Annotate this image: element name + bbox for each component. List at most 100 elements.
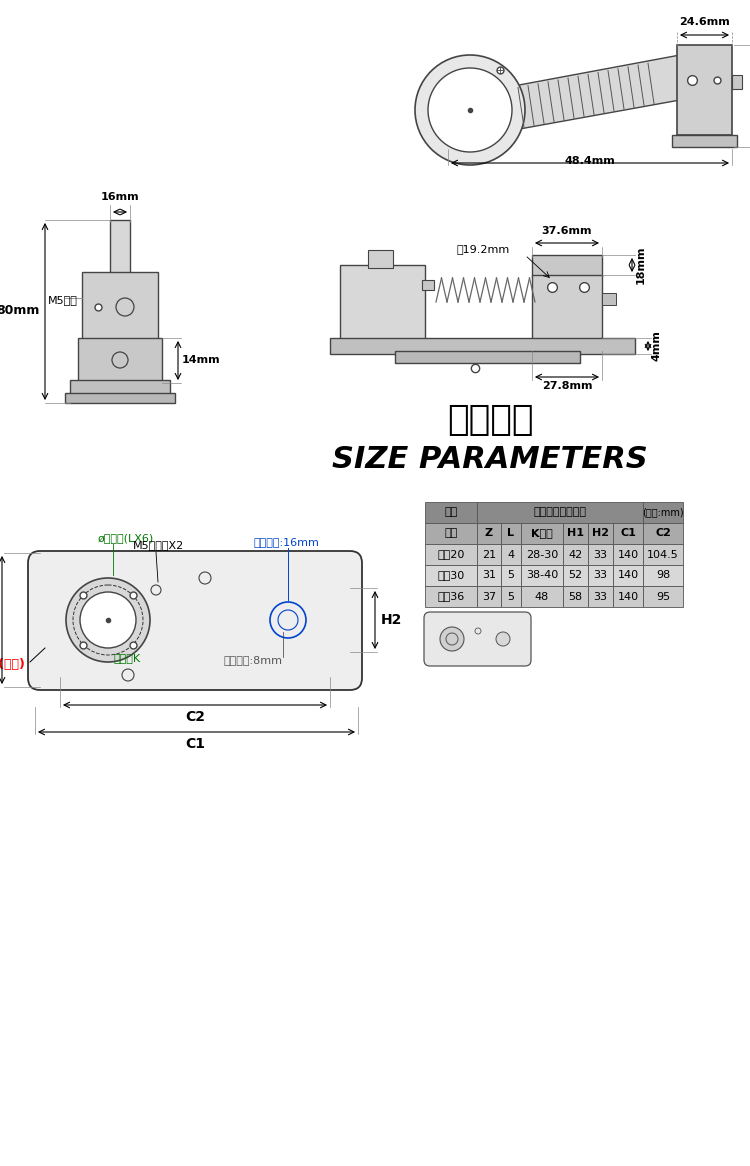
Polygon shape	[503, 55, 680, 132]
Text: 24.6mm: 24.6mm	[680, 17, 730, 27]
Text: Z(止口): Z(止口)	[0, 659, 25, 672]
Text: 33: 33	[593, 591, 608, 602]
Bar	[521, 566, 563, 586]
Bar	[501, 524, 521, 545]
Bar	[501, 586, 521, 607]
Bar	[422, 280, 434, 290]
Text: 140: 140	[617, 591, 638, 602]
Bar	[588, 586, 613, 607]
Text: 编码器固定片参数: 编码器固定片参数	[533, 507, 586, 518]
Text: 4: 4	[508, 549, 515, 560]
FancyBboxPatch shape	[424, 612, 531, 666]
Bar	[602, 293, 616, 305]
Circle shape	[80, 592, 136, 648]
Bar	[477, 545, 501, 566]
Text: Z: Z	[485, 528, 493, 539]
Bar	[613, 524, 643, 545]
Bar	[330, 338, 635, 354]
Bar	[477, 586, 501, 607]
Bar	[643, 503, 683, 524]
Bar	[425, 566, 477, 586]
Bar	[501, 566, 521, 586]
Text: 28-30: 28-30	[526, 549, 558, 560]
Bar	[70, 380, 170, 396]
Text: 27.8mm: 27.8mm	[542, 381, 592, 391]
Text: C2: C2	[185, 710, 205, 724]
Text: SIZE PARAMETERS: SIZE PARAMETERS	[332, 445, 648, 475]
Bar	[643, 566, 683, 586]
Text: 轴承内孔:8mm: 轴承内孔:8mm	[223, 655, 282, 665]
Text: 140: 140	[617, 570, 638, 581]
Text: 16mm: 16mm	[100, 192, 140, 202]
Bar	[78, 338, 162, 382]
Bar	[563, 524, 588, 545]
Bar	[732, 75, 742, 89]
Bar	[643, 524, 683, 545]
Text: H2: H2	[381, 613, 402, 627]
Text: 58: 58	[568, 591, 583, 602]
Bar	[395, 351, 580, 363]
Bar	[643, 586, 683, 607]
Text: 21: 21	[482, 549, 496, 560]
Bar	[532, 275, 602, 340]
Text: 42: 42	[568, 549, 583, 560]
Bar	[677, 45, 732, 135]
Text: 18mm: 18mm	[636, 246, 646, 285]
Text: 止口30: 止口30	[437, 570, 464, 581]
Text: 14mm: 14mm	[182, 354, 220, 365]
Text: 37.6mm: 37.6mm	[542, 226, 592, 236]
Bar	[521, 586, 563, 607]
Text: L: L	[508, 528, 515, 539]
Text: 名称: 名称	[444, 528, 458, 539]
Text: C2: C2	[655, 528, 671, 539]
Text: 止口36: 止口36	[437, 591, 464, 602]
Bar	[643, 545, 683, 566]
Text: 104.5: 104.5	[647, 549, 679, 560]
Bar	[477, 524, 501, 545]
Bar	[521, 545, 563, 566]
Bar	[613, 586, 643, 607]
Bar	[563, 566, 588, 586]
Text: 52: 52	[568, 570, 583, 581]
Text: 兦19.2mm: 兦19.2mm	[457, 244, 510, 254]
Text: C1: C1	[185, 737, 205, 751]
Text: 33: 33	[593, 549, 608, 560]
Text: 止口20: 止口20	[437, 549, 465, 560]
Text: 80mm: 80mm	[0, 304, 40, 317]
Bar	[425, 586, 477, 607]
Text: H2: H2	[592, 528, 609, 539]
Text: ø孔大小(LX6): ø孔大小(LX6)	[98, 533, 154, 543]
Text: 38-40: 38-40	[526, 570, 558, 581]
Bar	[425, 545, 477, 566]
Text: 48.4mm: 48.4mm	[565, 156, 615, 166]
Bar	[672, 135, 737, 147]
Text: 140: 140	[617, 549, 638, 560]
Text: C1: C1	[620, 528, 636, 539]
Bar	[110, 220, 130, 275]
Circle shape	[66, 578, 150, 662]
Text: 31: 31	[482, 570, 496, 581]
Text: 95: 95	[656, 591, 670, 602]
Text: 5: 5	[508, 570, 515, 581]
Text: M5螺丝孔X2: M5螺丝孔X2	[133, 540, 184, 550]
Bar	[477, 566, 501, 586]
Text: 4mm: 4mm	[652, 331, 662, 361]
Bar	[613, 545, 643, 566]
Bar	[588, 545, 613, 566]
Text: 48: 48	[535, 591, 549, 602]
Text: 孔距离K: 孔距离K	[113, 653, 140, 663]
Text: K孔距: K孔距	[531, 528, 553, 539]
Bar	[82, 272, 158, 342]
Bar	[521, 524, 563, 545]
Bar	[588, 566, 613, 586]
Text: H1: H1	[567, 528, 584, 539]
Bar	[563, 545, 588, 566]
Circle shape	[440, 627, 464, 651]
Bar	[477, 503, 643, 524]
FancyBboxPatch shape	[28, 552, 362, 690]
Bar	[340, 265, 425, 340]
Circle shape	[496, 632, 510, 646]
Bar	[65, 393, 175, 403]
Bar	[532, 255, 602, 278]
Bar	[425, 503, 477, 524]
